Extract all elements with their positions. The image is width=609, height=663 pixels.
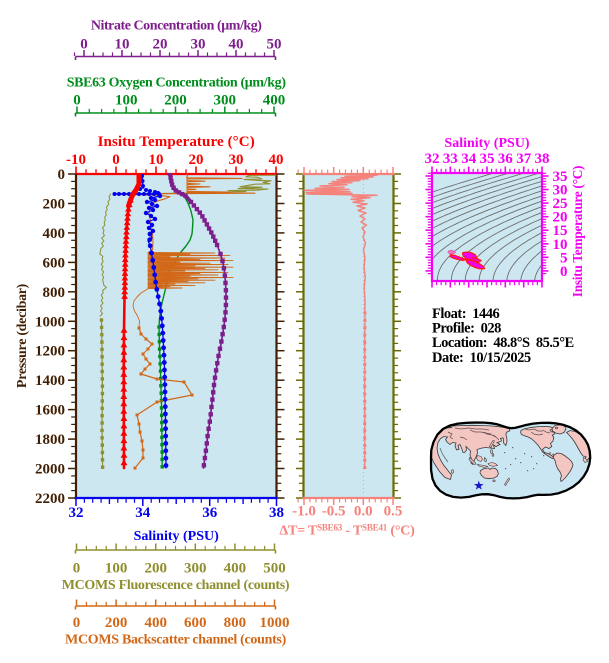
svg-text:200: 200 (43, 197, 66, 213)
svg-text:Insitu Temperature (°C): Insitu Temperature (°C) (98, 134, 255, 150)
svg-text:0.0: 0.0 (354, 504, 373, 520)
svg-text:36: 36 (202, 505, 218, 521)
svg-text:15: 15 (553, 223, 568, 239)
svg-text:1600: 1600 (35, 403, 65, 419)
svg-text:Location: 48.8°S 85.5°E: Location: 48.8°S 85.5°E (432, 335, 574, 351)
svg-text:38: 38 (535, 151, 550, 167)
svg-text:0: 0 (112, 152, 120, 168)
svg-text:1800: 1800 (35, 432, 65, 448)
svg-text:10: 10 (115, 37, 130, 53)
svg-text:800: 800 (43, 285, 66, 301)
svg-text:ΔT= TSBE63 - TSBE41 (°C): ΔT= TSBE63 - TSBE41 (°C) (279, 523, 415, 539)
svg-text:Pressure (decibar): Pressure (decibar) (15, 283, 30, 388)
svg-text:-1.0: -1.0 (292, 504, 316, 520)
svg-text:500: 500 (263, 561, 286, 577)
svg-text:34: 34 (135, 505, 151, 521)
svg-text:Salinity (PSU): Salinity (PSU) (444, 136, 530, 151)
svg-text:300: 300 (214, 93, 237, 109)
svg-text:5: 5 (560, 250, 568, 266)
svg-text:0: 0 (58, 167, 66, 183)
svg-text:1000: 1000 (260, 615, 290, 631)
svg-text:200: 200 (164, 93, 187, 109)
svg-text:-0.5: -0.5 (322, 504, 346, 520)
svg-text:40: 40 (269, 152, 284, 168)
svg-text:20: 20 (553, 210, 568, 226)
svg-text:32: 32 (425, 151, 440, 167)
svg-text:400: 400 (224, 561, 247, 577)
svg-text:10: 10 (553, 237, 568, 253)
svg-text:35: 35 (480, 151, 495, 167)
svg-text:20: 20 (153, 37, 168, 53)
svg-text:400: 400 (144, 615, 167, 631)
svg-text:10: 10 (149, 152, 164, 168)
svg-text:Insitu Temperature (°C): Insitu Temperature (°C) (570, 166, 585, 297)
svg-text:35: 35 (553, 169, 568, 185)
svg-text:Profile: 028: Profile: 028 (432, 321, 501, 337)
svg-text:0: 0 (73, 93, 81, 109)
svg-text:200: 200 (105, 615, 128, 631)
svg-text:37: 37 (516, 151, 532, 167)
svg-text:800: 800 (224, 615, 247, 631)
svg-text:0.5: 0.5 (384, 504, 403, 520)
svg-text:0: 0 (73, 615, 81, 631)
svg-text:MCOMS Backscatter channel (cou: MCOMS Backscatter channel (counts) (65, 633, 287, 648)
svg-text:20: 20 (189, 152, 204, 168)
svg-text:Float: 1446: Float: 1446 (432, 306, 500, 322)
svg-text:600: 600 (184, 615, 207, 631)
svg-text:0: 0 (80, 37, 88, 53)
svg-text:2000: 2000 (35, 462, 65, 478)
svg-text:-10: -10 (66, 152, 86, 168)
svg-text:Date: 10/15/2025: Date: 10/15/2025 (432, 350, 531, 366)
svg-text:25: 25 (553, 196, 568, 212)
svg-text:0: 0 (560, 264, 568, 280)
svg-text:33: 33 (443, 151, 458, 167)
svg-text:Salinity (PSU): Salinity (PSU) (134, 529, 220, 544)
svg-text:40: 40 (229, 37, 244, 53)
svg-text:100: 100 (115, 93, 138, 109)
svg-text:30: 30 (229, 152, 244, 168)
svg-text:32: 32 (69, 505, 84, 521)
svg-text:36: 36 (498, 151, 514, 167)
svg-text:SBE63 Oxygen Concentration (μm: SBE63 Oxygen Concentration (μm/kg) (67, 76, 287, 91)
svg-text:0: 0 (73, 561, 81, 577)
svg-text:1400: 1400 (35, 373, 65, 389)
svg-text:30: 30 (553, 183, 568, 199)
svg-text:30: 30 (191, 37, 206, 53)
svg-text:34: 34 (461, 151, 477, 167)
svg-text:2200: 2200 (35, 491, 65, 507)
svg-text:600: 600 (43, 255, 66, 271)
svg-text:38: 38 (269, 505, 284, 521)
svg-text:50: 50 (267, 37, 282, 53)
svg-text:400: 400 (263, 93, 286, 109)
svg-text:MCOMS Fluorescence channel (co: MCOMS Fluorescence channel (counts) (62, 578, 290, 593)
svg-text:1000: 1000 (35, 314, 65, 330)
svg-text:200: 200 (144, 561, 167, 577)
svg-text:100: 100 (105, 561, 128, 577)
svg-text:300: 300 (184, 561, 207, 577)
svg-text:1200: 1200 (35, 344, 65, 360)
svg-text:Nitrate Concentration (μm/kg): Nitrate Concentration (μm/kg) (91, 19, 262, 34)
svg-text:400: 400 (43, 226, 66, 242)
